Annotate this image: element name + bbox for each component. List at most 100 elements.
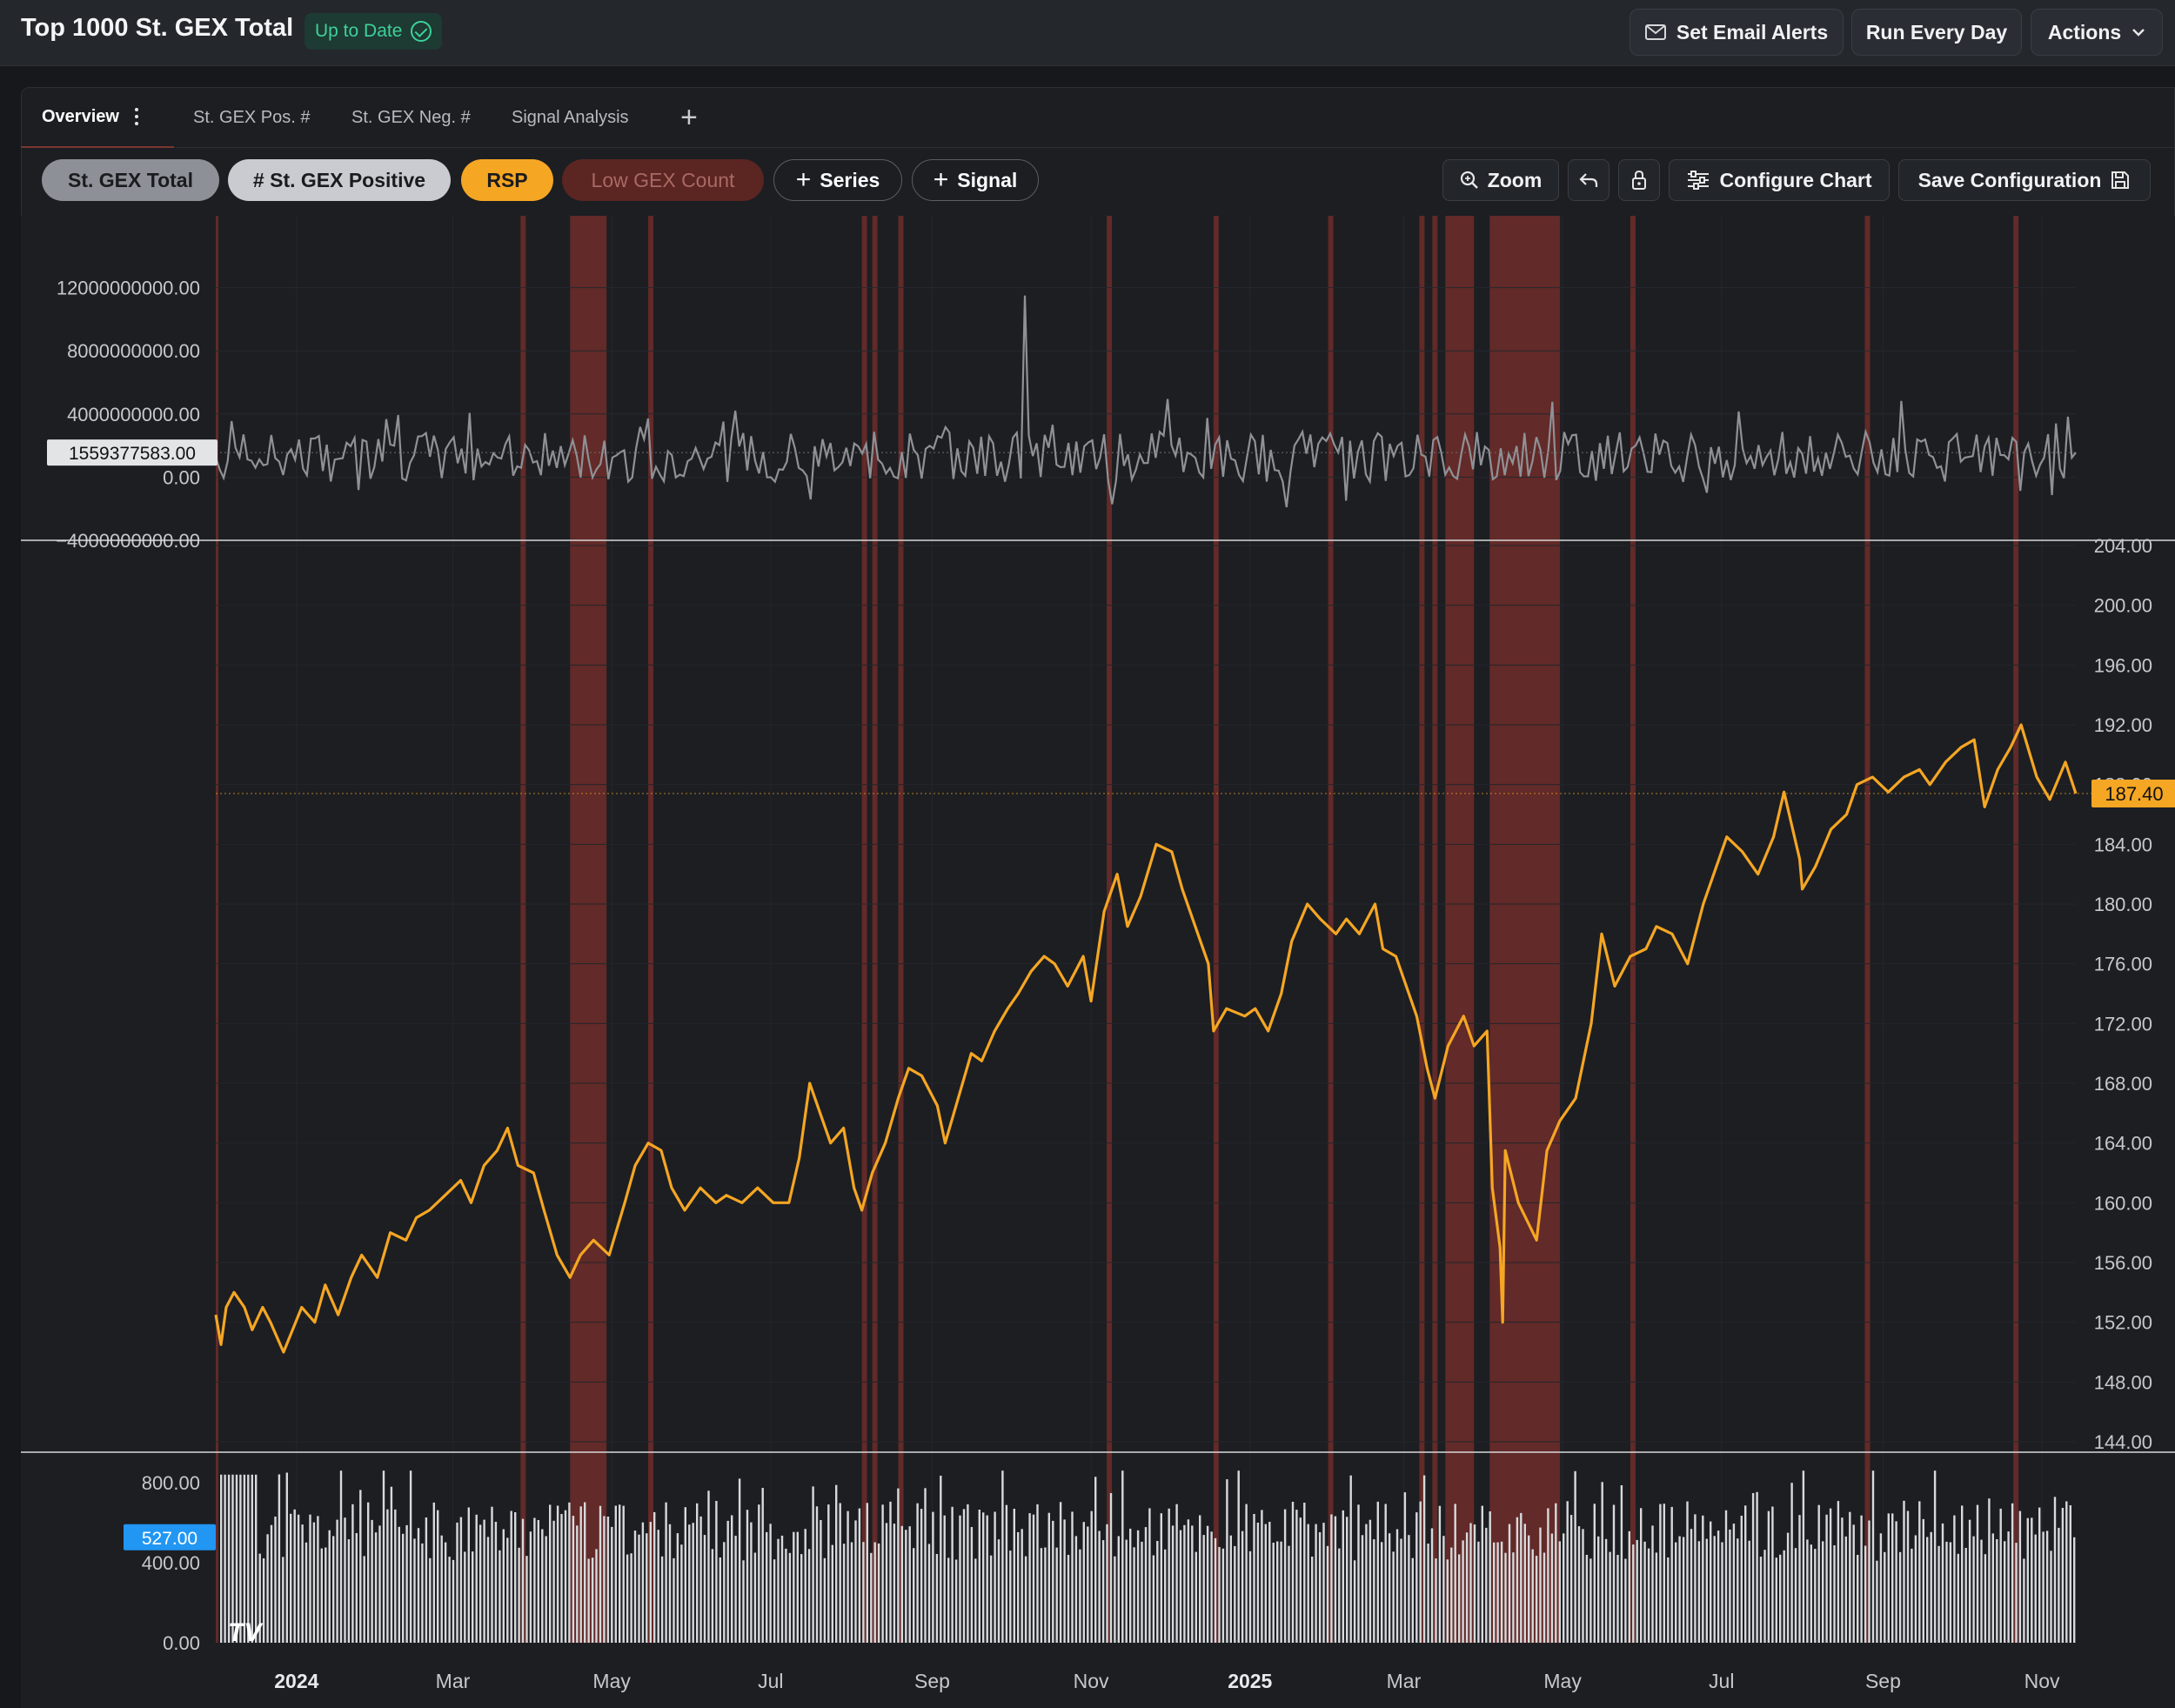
count-bar [1079, 1549, 1081, 1643]
configure-chart-button[interactable]: Configure Chart [1669, 159, 1890, 201]
count-bar [363, 1556, 365, 1643]
count-bar [994, 1511, 996, 1643]
count-bar [711, 1549, 714, 1643]
more-vertical-icon[interactable] [134, 108, 138, 125]
count-bar [692, 1523, 694, 1643]
chevron-down-icon [2132, 29, 2145, 37]
count-bar [1528, 1535, 1530, 1643]
count-bar [1810, 1544, 1812, 1643]
count-bar [1663, 1504, 1665, 1643]
count-bar [359, 1490, 362, 1643]
count-bar [649, 1522, 652, 1643]
count-bar [1315, 1524, 1317, 1643]
x-axis-tick-label: 2024 [274, 1670, 318, 1692]
gex-y-tick-label: 8000000000.00 [67, 340, 200, 362]
count-bar [506, 1537, 509, 1643]
count-bar [1047, 1512, 1050, 1643]
count-bar [1214, 1537, 1217, 1643]
series-pill-low-gex-count[interactable]: Low GEX Count [562, 159, 764, 201]
add-signal-button[interactable]: + Signal [912, 159, 1039, 201]
count-bar [1710, 1521, 1712, 1643]
save-configuration-button[interactable]: Save Configuration [1898, 159, 2151, 201]
count-bar [1496, 1542, 1499, 1643]
count-bar [1775, 1557, 1777, 1643]
count-bar [962, 1509, 966, 1643]
count-bar [347, 1539, 351, 1643]
count-bar [1114, 1556, 1116, 1643]
lock-icon [1632, 170, 1646, 190]
count-bar [1261, 1510, 1263, 1643]
series-pill-st-gex-total[interactable]: St. GEX Total [42, 159, 219, 201]
x-axis-tick-label: Mar [1387, 1670, 1422, 1692]
count-bar [1013, 1509, 1015, 1643]
x-axis-tick-label: May [592, 1670, 631, 1692]
count-bar [1547, 1508, 1549, 1643]
count-bar [1535, 1556, 1538, 1643]
count-bar [877, 1543, 880, 1643]
series-pill-st-gex-positive[interactable]: # St. GEX Positive [228, 159, 451, 201]
signal-band [1107, 216, 1113, 1643]
count-bar [1604, 1538, 1608, 1643]
series-pill-rsp[interactable]: RSP [461, 159, 553, 201]
tab-signal-analysis[interactable]: Signal Analysis [512, 87, 629, 148]
count-bar [1949, 1542, 1952, 1643]
main-chart[interactable]: 12000000000.00 8000000000.00 4000000000.00… [21, 216, 2175, 1708]
count-bar [1864, 1545, 1867, 1643]
set-email-alerts-button[interactable]: Set Email Alerts [1630, 9, 1844, 56]
gex-y-tick-label: 0.00 [163, 466, 200, 488]
tab-st-gex-pos[interactable]: St. GEX Pos. # [193, 87, 311, 148]
count-bar [1028, 1513, 1031, 1643]
count-bar [1152, 1555, 1155, 1643]
tab-overview[interactable]: Overview [21, 87, 174, 148]
count-bar [1156, 1541, 1159, 1643]
zoom-button[interactable]: Zoom [1442, 159, 1559, 201]
signal-band [1445, 216, 1475, 1643]
count-bar [541, 1529, 544, 1643]
run-every-day-button[interactable]: Run Every Day [1851, 9, 2022, 56]
count-bar [1226, 1479, 1228, 1643]
lock-button[interactable] [1618, 159, 1660, 201]
rsp-y-tick-label: 156.00 [2094, 1252, 2152, 1274]
count-bar [521, 1518, 525, 1643]
count-bar [2050, 1551, 2052, 1643]
count-bar [606, 1517, 610, 1643]
count-bar [351, 1504, 354, 1643]
count-bar [312, 1522, 316, 1643]
count-bar [1724, 1510, 1728, 1643]
count-bar [1988, 1498, 1991, 1643]
count-bar [1430, 1528, 1434, 1643]
count-bar [1829, 1508, 1832, 1643]
count-bar [1763, 1550, 1766, 1643]
count-bar [1408, 1535, 1410, 1643]
count-bar [1237, 1470, 1240, 1643]
count-bar [371, 1519, 373, 1643]
count-bar [1148, 1508, 1151, 1643]
tab-st-gex-neg[interactable]: St. GEX Neg. # [351, 87, 471, 148]
undo-button[interactable] [1568, 159, 1610, 201]
count-bar [897, 1488, 900, 1643]
top-bar: Top 1000 St. GEX Total Up to Date Set Em… [0, 0, 2175, 66]
signal-band [1213, 216, 1219, 1643]
count-bar [1338, 1548, 1341, 1643]
plus-icon: + [795, 165, 812, 194]
count-bar [1574, 1470, 1576, 1643]
count-bar [1512, 1552, 1515, 1643]
count-bar [1121, 1470, 1124, 1643]
count-bar [1206, 1525, 1209, 1643]
count-bar [1740, 1516, 1743, 1643]
series-pill-st-gex-positive-label: # St. GEX Positive [252, 168, 426, 191]
count-bar [982, 1512, 985, 1643]
count-bar [1914, 1535, 1917, 1643]
count-bar [1531, 1549, 1534, 1643]
add-tab-button[interactable]: + [680, 87, 698, 148]
count-bar [339, 1470, 343, 1643]
count-bar [1922, 1518, 1924, 1643]
count-bar [619, 1504, 621, 1643]
count-bar [715, 1501, 718, 1643]
count-bar [1171, 1525, 1174, 1643]
count-bar [545, 1536, 547, 1643]
actions-dropdown[interactable]: Actions [2031, 9, 2163, 56]
count-bar [1168, 1508, 1170, 1643]
add-series-button[interactable]: + Series [773, 159, 902, 201]
count-bar [421, 1543, 424, 1643]
